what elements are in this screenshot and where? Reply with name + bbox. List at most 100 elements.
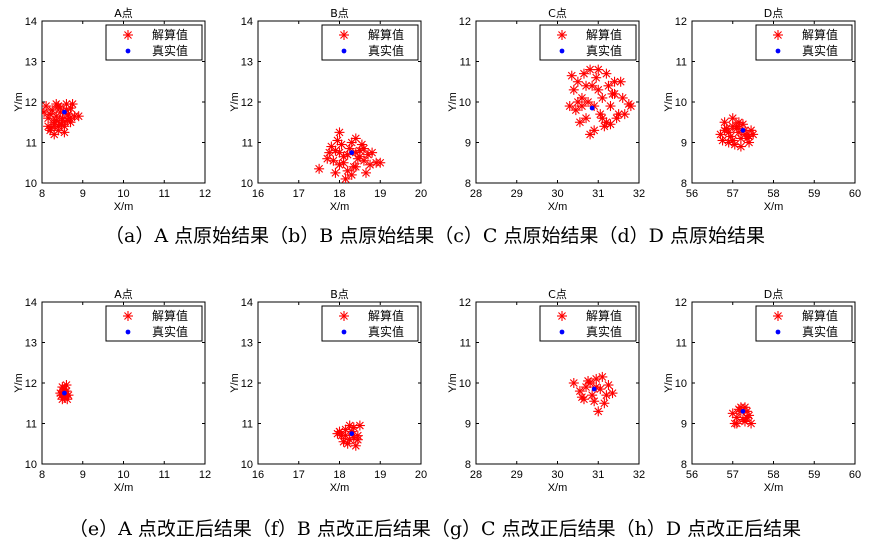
estimate-point — [334, 159, 345, 170]
x-tick-label: 10 — [117, 188, 129, 200]
x-tick-label: 20 — [415, 188, 427, 200]
estimate-point — [354, 420, 365, 431]
x-tick-label: 59 — [808, 469, 820, 481]
y-tick-label: 10 — [459, 378, 471, 390]
y-tick-label: 14 — [25, 16, 37, 28]
x-tick-label: 29 — [511, 188, 523, 200]
legend-estimate-marker — [773, 30, 783, 40]
x-tick-label: 12 — [199, 188, 211, 200]
estimate-point — [576, 392, 587, 403]
estimate-point — [574, 117, 585, 128]
estimate-point — [363, 149, 374, 160]
legend-estimate-label: 解算值 — [586, 308, 622, 323]
legend-estimate-label: 解算值 — [586, 27, 622, 42]
estimate-point — [593, 64, 604, 75]
true-point — [62, 109, 67, 115]
legend-estimate-marker — [557, 311, 567, 321]
y-axis-label: Y/m — [229, 373, 241, 393]
x-axis-label: X/m — [114, 201, 134, 213]
estimate-point — [59, 127, 70, 138]
x-tick-label: 56 — [686, 188, 698, 200]
estimate-point — [328, 155, 339, 166]
estimate-point — [568, 84, 579, 95]
estimate-point — [733, 117, 744, 128]
y-tick-label: 13 — [25, 57, 37, 69]
chart-title: B点 — [330, 7, 349, 20]
y-tick-label: 14 — [241, 297, 253, 309]
estimate-point — [73, 111, 84, 122]
true-point — [62, 390, 67, 396]
estimate-point — [570, 105, 581, 116]
y-tick-label: 11 — [242, 138, 253, 150]
y-tick-label: 12 — [459, 16, 471, 28]
estimate-point — [589, 125, 600, 136]
x-tick-label: 30 — [551, 188, 563, 200]
estimate-point — [727, 408, 738, 419]
legend-truth-marker — [341, 329, 347, 335]
x-axis-label: X/m — [330, 482, 350, 494]
legend-estimate-label: 解算值 — [152, 308, 188, 323]
x-tick-label: 12 — [199, 469, 211, 481]
y-tick-label: 11 — [460, 338, 471, 350]
estimate-point — [605, 119, 616, 130]
estimate-point — [595, 109, 606, 120]
legend-box — [105, 24, 203, 61]
estimate-point — [601, 68, 612, 79]
estimate-point — [585, 378, 596, 388]
x-tick-label: 17 — [293, 188, 305, 200]
legend-estimate-label: 解算值 — [802, 27, 838, 42]
y-axis-label: Y/m — [13, 92, 25, 112]
x-tick-label: 29 — [511, 469, 523, 481]
x-tick-label: 11 — [159, 188, 170, 200]
legend-estimate-marker — [339, 311, 349, 321]
estimate-point — [334, 127, 345, 138]
y-tick-label: 12 — [675, 297, 687, 309]
x-tick-label: 32 — [633, 469, 645, 481]
estimate-point — [346, 169, 357, 180]
estimate-point — [615, 76, 626, 87]
x-tick-label: 57 — [727, 469, 739, 481]
x-tick-label: 19 — [374, 469, 386, 481]
x-tick-label: 31 — [592, 188, 604, 200]
data-layer — [568, 371, 618, 417]
y-tick-label: 11 — [676, 57, 687, 69]
true-point — [740, 408, 746, 414]
estimate-point — [314, 163, 325, 174]
chart-title: A点 — [114, 7, 133, 20]
chart-title: A点 — [114, 288, 133, 301]
y-tick-label: 10 — [675, 97, 687, 109]
x-tick-label: 31 — [592, 469, 604, 481]
y-tick-label: 11 — [26, 138, 37, 150]
estimate-point — [593, 406, 604, 417]
x-tick-label: 19 — [374, 188, 386, 200]
chart-title: D点 — [764, 288, 783, 301]
estimate-point — [581, 80, 592, 91]
legend-estimate-label: 解算值 — [802, 308, 838, 323]
x-tick-label: 59 — [808, 188, 820, 200]
x-tick-label: 56 — [686, 469, 698, 481]
y-tick-label: 8 — [681, 459, 687, 471]
estimate-point — [42, 107, 50, 118]
y-tick-label: 11 — [26, 419, 37, 431]
x-axis-label: X/m — [548, 201, 568, 213]
x-tick-label: 60 — [849, 188, 861, 200]
legend-truth-label: 真实值 — [802, 43, 838, 58]
legend-box — [755, 305, 853, 342]
estimate-point — [65, 103, 76, 114]
estimate-point — [324, 147, 335, 158]
estimate-point — [735, 141, 746, 152]
chart-title: D点 — [764, 7, 783, 20]
legend-truth-label: 真实值 — [586, 43, 622, 58]
data-layer — [314, 127, 386, 183]
estimate-point — [601, 117, 612, 128]
estimate-point — [609, 88, 620, 99]
